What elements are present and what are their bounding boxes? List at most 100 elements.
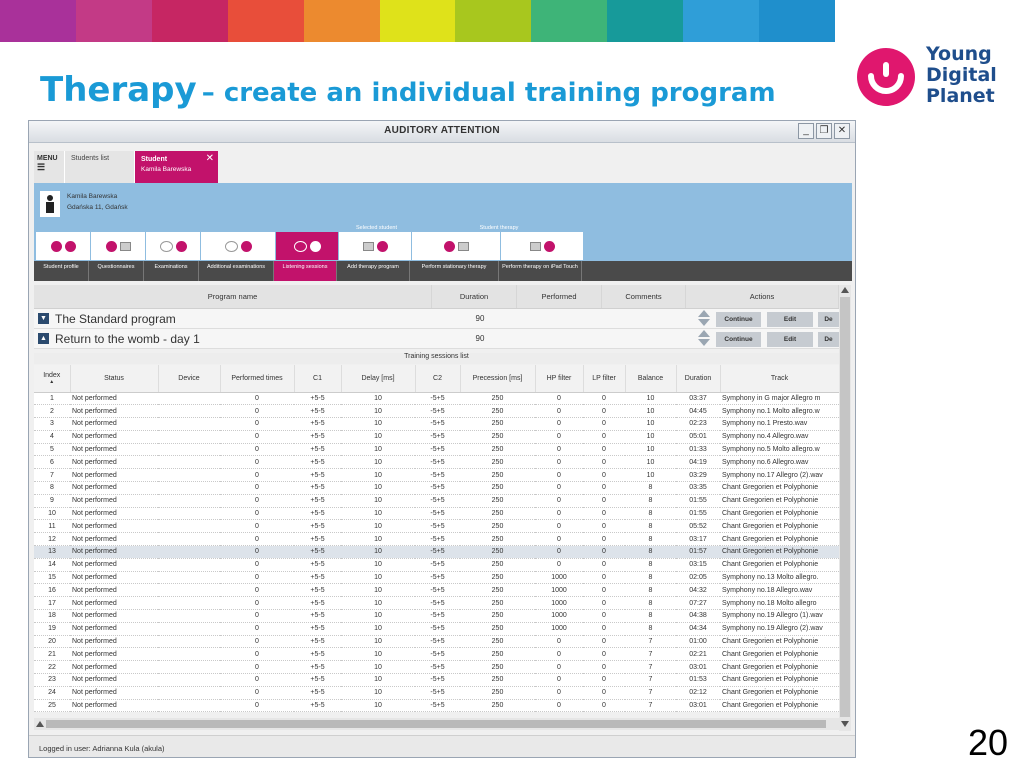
session-row[interactable]: 2 Not performed 0 +5-5 10 -5+5 250 0 0 10 04:45 Sym… — [34, 404, 839, 419]
session-cell: Not performed — [70, 430, 158, 444]
tab-listening-sessions[interactable]: Listening sessions — [274, 261, 337, 281]
sessions-col-header[interactable]: HP filter — [535, 365, 584, 393]
questionnaires-icon[interactable] — [91, 232, 145, 260]
session-cell: 0 — [220, 532, 294, 547]
sessions-col-header[interactable]: Index ▲ — [34, 365, 71, 393]
reorder-arrows-icon[interactable] — [698, 330, 710, 348]
sessions-col-header[interactable]: C1 — [294, 365, 342, 393]
session-row[interactable]: 13 Not performed 0 +5-5 10 -5+5 250 0 0 8 01:57 Cha… — [34, 545, 839, 559]
session-cell: 8 — [625, 583, 676, 598]
session-cell: 04:38 — [676, 609, 720, 623]
session-cell: 10 — [625, 404, 676, 419]
session-row[interactable]: 1 Not performed 0 +5-5 10 -5+5 250 0 0 10 03:37 Sym… — [34, 392, 839, 406]
session-row[interactable]: 19 Not performed 0 +5-5 10 -5+5 250 1000 0 8 04:34… — [34, 622, 839, 636]
session-cell: 0 — [583, 609, 625, 623]
col-comments[interactable]: Comments — [602, 285, 686, 308]
sessions-col-header[interactable]: Device — [158, 365, 221, 393]
menu-button[interactable]: MENU ☰ — [34, 151, 64, 183]
sessions-col-header[interactable]: LP filter — [583, 365, 626, 393]
session-row[interactable]: 20 Not performed 0 +5-5 10 -5+5 250 0 0 7 01:00 Cha… — [34, 635, 839, 649]
horizontal-scrollbar[interactable] — [34, 718, 839, 730]
sessions-col-header[interactable]: Delay [ms] — [341, 365, 416, 393]
close-tab-icon[interactable]: ✕ — [205, 153, 214, 164]
scroll-up-icon[interactable] — [841, 287, 849, 293]
edit-button[interactable]: Edit — [767, 332, 813, 347]
sessions-col-header[interactable]: Status — [70, 365, 159, 393]
slide-title: Therapy – create an individual training … — [40, 70, 776, 110]
sessions-col-header[interactable]: C2 — [415, 365, 461, 393]
stationary-therapy-icon[interactable] — [412, 232, 500, 260]
session-cell: 0 — [535, 481, 583, 495]
examinations-icon[interactable] — [146, 232, 200, 260]
session-row[interactable]: 4 Not performed 0 +5-5 10 -5+5 250 0 0 10 05:01 Sym… — [34, 430, 839, 444]
session-row[interactable]: 16 Not performed 0 +5-5 10 -5+5 250 1000 0 8 04:32… — [34, 583, 839, 598]
session-row[interactable]: 23 Not performed 0 +5-5 10 -5+5 250 0 0 7 01:53 Cha… — [34, 673, 839, 687]
additional-examinations-icon[interactable] — [201, 232, 275, 260]
session-row[interactable]: 8 Not performed 0 +5-5 10 -5+5 250 0 0 8 03:35 Chan… — [34, 481, 839, 495]
expand-icon[interactable]: ▼ — [38, 313, 49, 324]
session-cell: 14 — [34, 558, 70, 572]
tab-questionnaires[interactable]: Questionnaires — [89, 261, 144, 281]
reorder-arrows-icon[interactable] — [698, 310, 710, 328]
sessions-col-header[interactable]: Performed times — [220, 365, 295, 393]
session-row[interactable]: 6 Not performed 0 +5-5 10 -5+5 250 0 0 10 04:19 Sym… — [34, 455, 839, 470]
edit-button[interactable]: Edit — [767, 312, 813, 327]
horizontal-scroll-thumb[interactable] — [46, 720, 826, 728]
session-cell: 0 — [583, 558, 625, 572]
tab-add-therapy-program[interactable]: Add therapy program — [337, 261, 410, 281]
session-row[interactable]: 14 Not performed 0 +5-5 10 -5+5 250 0 0 8 03:15 Cha… — [34, 558, 839, 572]
program-row[interactable]: ▲ Return to the womb - day 1 90 Continue Edi… — [34, 329, 839, 349]
tab-stationary-therapy[interactable]: Perform stationary therapy — [410, 261, 499, 281]
minimize-button[interactable]: _ — [798, 123, 814, 139]
col-performed[interactable]: Performed — [517, 285, 602, 308]
col-duration[interactable]: Duration — [432, 285, 517, 308]
session-row[interactable]: 24 Not performed 0 +5-5 10 -5+5 250 0 0 7 02:12 Cha… — [34, 686, 839, 700]
session-row[interactable]: 12 Not performed 0 +5-5 10 -5+5 250 0 0 8 03:17 Cha… — [34, 532, 839, 547]
session-row[interactable]: 7 Not performed 0 +5-5 10 -5+5 250 0 0 10 03:29 Sym… — [34, 468, 839, 483]
session-row[interactable]: 11 Not performed 0 +5-5 10 -5+5 250 0 0 8 05:52 Cha… — [34, 519, 839, 534]
tab-examinations[interactable]: Examinations — [144, 261, 199, 281]
session-row[interactable]: 5 Not performed 0 +5-5 10 -5+5 250 0 0 10 01:33 Sym… — [34, 443, 839, 457]
session-row[interactable]: 25 Not performed 0 +5-5 10 -5+5 250 0 0 7 03:01 Cha… — [34, 699, 839, 713]
session-row[interactable]: 21 Not performed 0 +5-5 10 -5+5 250 0 0 7 02:21 Cha… — [34, 647, 839, 662]
sessions-col-header[interactable]: Precession [ms] — [460, 365, 536, 393]
session-row[interactable]: 3 Not performed 0 +5-5 10 -5+5 250 0 0 10 02:23 Sym… — [34, 417, 839, 431]
sessions-col-header[interactable]: Track — [720, 365, 840, 393]
sessions-col-header[interactable]: Balance — [625, 365, 677, 393]
col-program-name[interactable]: Program name — [34, 285, 432, 308]
delete-button[interactable]: De — [818, 312, 839, 327]
session-cell: 0 — [220, 494, 294, 508]
session-cell: 10 — [341, 583, 415, 598]
tab-ipad-therapy[interactable]: Perform therapy on iPad Touch — [499, 261, 582, 281]
tab-additional-examinations[interactable]: Additional examinations — [199, 261, 274, 281]
session-row[interactable]: 18 Not performed 0 +5-5 10 -5+5 250 1000 0 8 04:38… — [34, 609, 839, 623]
close-button[interactable]: ✕ — [834, 123, 850, 139]
session-row[interactable]: 22 Not performed 0 +5-5 10 -5+5 250 0 0 7 03:01 Cha… — [34, 660, 839, 675]
vertical-scroll-thumb[interactable] — [840, 297, 850, 717]
session-row[interactable]: 10 Not performed 0 +5-5 10 -5+5 250 0 0 8 01:55 Cha… — [34, 507, 839, 521]
window-titlebar[interactable]: AUDITORY ATTENTION _ ❐ ✕ — [29, 121, 855, 143]
expand-icon[interactable]: ▲ — [38, 333, 49, 344]
tab-students-list[interactable]: Students list — [64, 151, 134, 183]
tab-student[interactable]: Student Kamila Barewska ✕ — [134, 151, 218, 183]
student-profile-icon[interactable] — [36, 232, 90, 260]
ipad-therapy-icon[interactable] — [501, 232, 583, 260]
continue-button[interactable]: Continue — [716, 312, 761, 327]
tab-student-profile[interactable]: Student profile — [34, 261, 89, 281]
sessions-col-header[interactable]: Duration — [676, 365, 721, 393]
session-row[interactable]: 17 Not performed 0 +5-5 10 -5+5 250 1000 0 8 07:27… — [34, 596, 839, 611]
session-row[interactable]: 15 Not performed 0 +5-5 10 -5+5 250 1000 0 8 02:05… — [34, 571, 839, 585]
add-therapy-program-icon[interactable] — [339, 232, 411, 260]
vertical-scrollbar[interactable] — [839, 285, 851, 731]
restore-button[interactable]: ❐ — [816, 123, 832, 139]
listening-sessions-icon[interactable] — [276, 232, 338, 260]
continue-button[interactable]: Continue — [716, 332, 761, 347]
scroll-left-icon[interactable] — [36, 721, 44, 727]
session-cell: 2 — [34, 404, 70, 419]
session-row[interactable]: 9 Not performed 0 +5-5 10 -5+5 250 0 0 8 01:55 Chan… — [34, 494, 839, 508]
program-row[interactable]: ▼ The Standard program 90 Continue Edit De — [34, 309, 839, 329]
session-cell: 0 — [220, 673, 294, 687]
scroll-down-icon[interactable] — [841, 721, 849, 727]
delete-button[interactable]: De — [818, 332, 839, 347]
session-cell: Not performed — [70, 532, 158, 547]
